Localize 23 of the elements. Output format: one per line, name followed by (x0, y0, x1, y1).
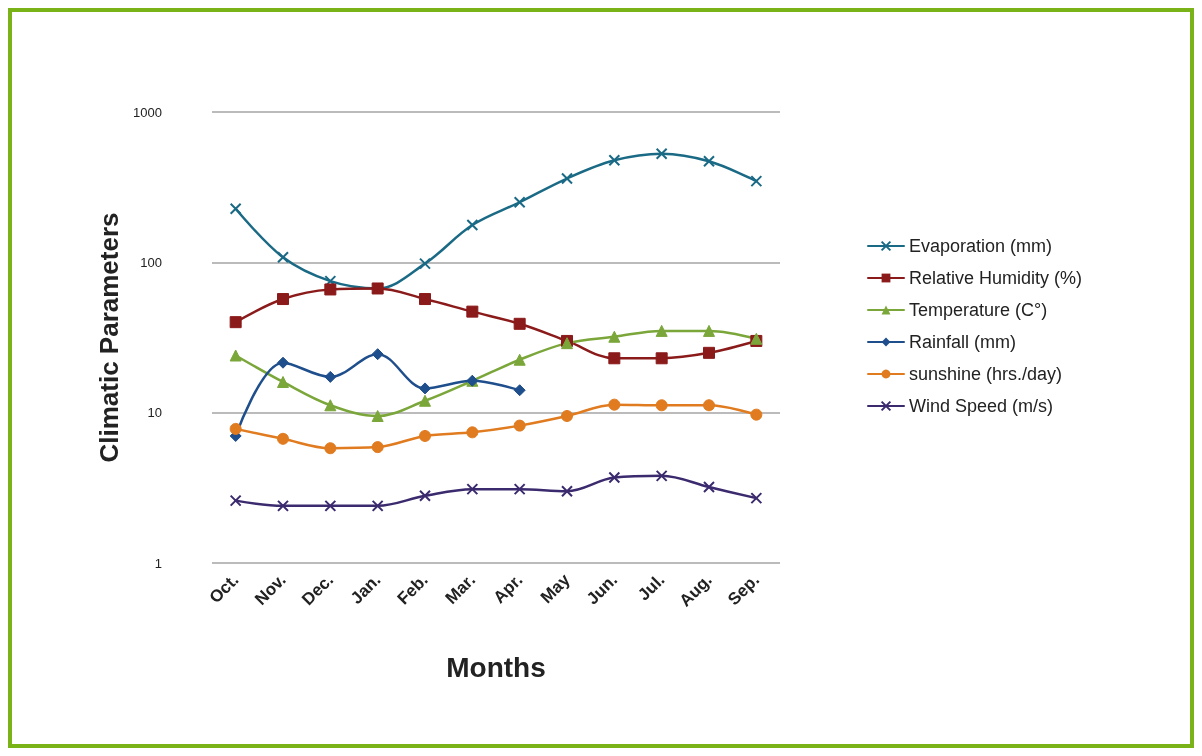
x-tick-label: Nov. (251, 570, 290, 609)
x-tick-label: Jul. (634, 570, 669, 605)
x-tick-label: Oct. (205, 570, 243, 608)
legend-label: Rainfall (mm) (909, 332, 1017, 352)
legend-label: sunshine (hrs./day) (909, 364, 1063, 384)
x-tick-label: Feb. (393, 570, 432, 609)
x-tick-label: Jun. (582, 570, 622, 609)
y-tick-label: 1000 (133, 104, 162, 120)
y-tick-label: 1 (154, 555, 162, 571)
legend-label: Temperature (C°) (909, 300, 1048, 320)
x-tick-label: Mar. (441, 570, 480, 608)
x-tick-label: Apr. (489, 570, 527, 608)
legend-label: Evaporation (mm) (909, 236, 1053, 256)
y-axis-title: Climatic Parameters (94, 212, 124, 463)
x-axis-title: Months (446, 651, 546, 683)
x-tick-label: Aug. (675, 570, 716, 611)
legend-label: Relative Humidity (%) (909, 268, 1083, 288)
x-tick-label: Jan. (346, 570, 385, 608)
x-tick-label: Sep. (724, 570, 764, 610)
legend-label: Wind Speed (m/s) (909, 396, 1054, 416)
x-tick-label: Dec. (298, 570, 338, 610)
y-tick-label: 10 (147, 405, 162, 421)
y-tick-label: 100 (140, 254, 162, 270)
